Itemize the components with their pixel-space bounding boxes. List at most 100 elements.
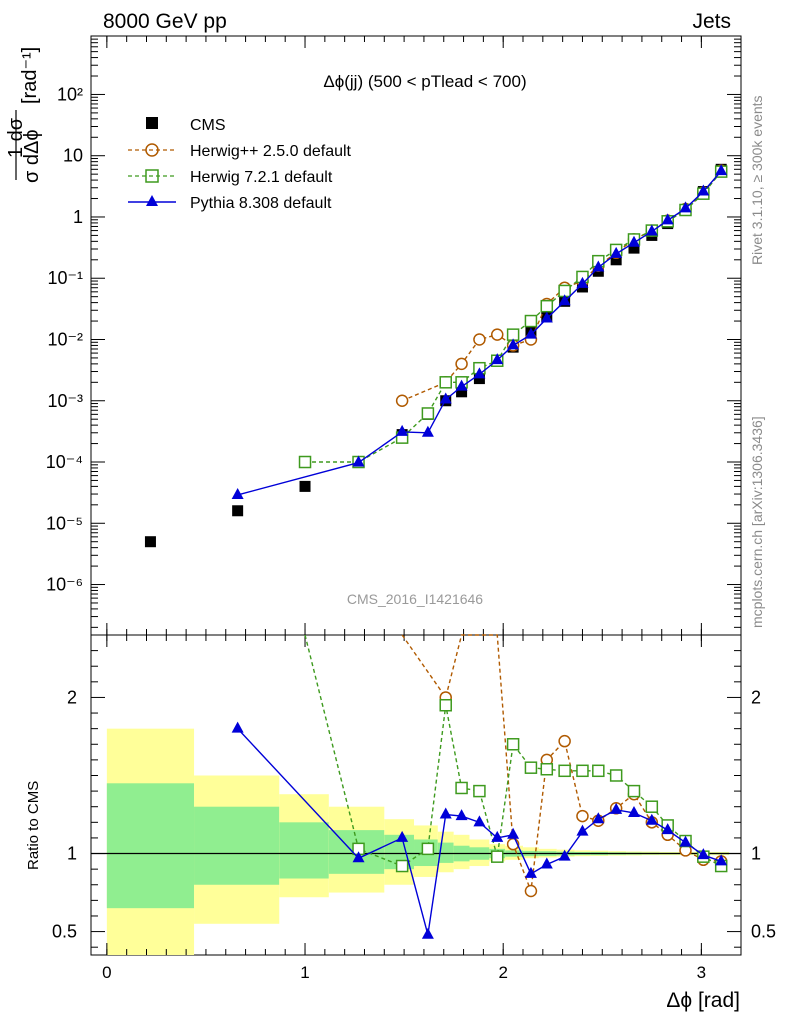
x-tick-label: 3 <box>697 963 706 982</box>
ylabel-denominator: σ dΔϕ <box>21 129 43 183</box>
ratio-point-herwig72 <box>576 764 589 778</box>
x-tick-label: 2 <box>498 963 507 982</box>
point-pythia <box>396 424 409 436</box>
point-herwig72 <box>540 299 554 313</box>
ratio-point-herwig72 <box>421 842 435 856</box>
ratio-point-herwig72 <box>473 784 486 798</box>
point-cms <box>299 480 311 492</box>
band-inner <box>194 806 280 885</box>
ratio-point-herwig72 <box>558 764 571 778</box>
legend-marker-cms <box>146 117 158 129</box>
header-right: Jets <box>692 10 731 33</box>
ratio-point-herwig72 <box>439 698 452 712</box>
ratio-point-herwig72 <box>506 738 520 751</box>
point-herwig25 <box>473 333 486 346</box>
ratio-point-pythia <box>421 927 434 939</box>
ratio-point-pythia <box>645 813 658 825</box>
ratio-point-pythia <box>455 809 468 821</box>
point-cms <box>628 242 640 254</box>
point-cms <box>456 386 468 398</box>
ratio-point-herwig72 <box>395 859 409 873</box>
y-tick-label-ratio-right: 2 <box>751 687 761 707</box>
point-herwig72 <box>421 407 435 420</box>
ratio-point-herwig72 <box>645 800 659 813</box>
x-tick-label: 0 <box>102 963 111 982</box>
y-axis-label-top: 1 dσ σ dΔϕ [rad⁻¹] <box>5 47 43 183</box>
ratio-point-pythia <box>352 851 365 863</box>
point-pythia <box>627 235 640 247</box>
point-pythia <box>592 260 605 272</box>
series-line-herwig72 <box>305 171 722 463</box>
x-axis-label: Δϕ [rad] <box>666 989 740 1012</box>
top-series <box>144 163 728 548</box>
point-pythia <box>455 379 468 391</box>
ratio-point-pythia <box>679 835 692 847</box>
point-herwig72 <box>298 455 312 469</box>
ratio-point-herwig72 <box>609 769 623 782</box>
point-cms <box>610 254 622 266</box>
y-tick-label-top: 10⁻² <box>47 329 83 349</box>
legend-marker-pythia <box>146 195 158 206</box>
y-tick-label-top: 10 <box>63 146 83 166</box>
point-herwig72 <box>524 314 538 328</box>
legend-label-herwig25: Herwig++ 2.5.0 default <box>190 143 352 160</box>
legend: CMS Herwig++ 2.5.0 default Herwig 7.2.1 … <box>128 117 352 212</box>
y-tick-label-ratio: 1 <box>67 844 77 864</box>
axes-ticks: 0 1 2 3 10⁻⁶ 10⁻⁵ 10⁻⁴ 10⁻³ 10⁻² 10⁻¹ 1 10 10² 0.5 0.5… <box>46 35 776 982</box>
ratio-point-pythia <box>576 824 589 836</box>
ratio-point-herwig72 <box>592 764 605 778</box>
point-pythia <box>507 338 520 350</box>
y-tick-label-top: 10⁻³ <box>47 391 83 411</box>
point-pythia <box>661 213 674 225</box>
point-pythia <box>558 294 571 306</box>
ratio-point-pythia <box>507 827 520 839</box>
y-axis-label-ratio: Ratio to CMS <box>25 781 42 870</box>
ratio-point-herwig25 <box>576 809 589 823</box>
point-pythia <box>231 487 244 499</box>
y-tick-label-ratio: 0.5 <box>52 922 77 942</box>
point-pythia <box>491 353 504 365</box>
point-pythia <box>576 276 589 288</box>
point-cms <box>144 536 156 548</box>
ratio-point-herwig72 <box>455 781 468 795</box>
point-herwig25 <box>491 328 504 341</box>
band-inner <box>437 842 454 863</box>
y-tick-label-ratio: 2 <box>67 687 77 707</box>
point-pythia <box>645 224 658 236</box>
ratio-point-pythia <box>610 802 623 814</box>
watermark: CMS_2016_I1421646 <box>347 591 483 607</box>
ratio-point-pythia <box>697 848 710 860</box>
legend-marker-herwig72 <box>145 169 159 183</box>
top-panel-frame <box>90 35 742 636</box>
y-tick-label-top: 10⁻⁴ <box>46 452 83 472</box>
header-left: 8000 GeV pp <box>103 10 227 33</box>
mcplots-label: mcplots.cern.ch [arXiv:1306.3436] <box>749 416 765 628</box>
point-herwig72 <box>439 376 452 389</box>
ratio-point-pythia <box>231 721 244 733</box>
point-pythia <box>697 184 710 196</box>
ratio-point-pythia <box>491 830 504 842</box>
legend-label-pythia: Pythia 8.308 default <box>190 195 332 212</box>
ratio-point-herwig25 <box>558 734 571 748</box>
point-pythia <box>524 327 537 339</box>
ratio-point-pythia <box>473 815 486 827</box>
point-pythia <box>540 311 553 323</box>
x-tick-label: 1 <box>300 963 309 982</box>
ratio-panel-frame <box>90 634 742 956</box>
ratio-point-pythia <box>715 854 728 866</box>
point-pythia <box>352 455 365 467</box>
y-tick-label-ratio-right: 0.5 <box>751 922 776 942</box>
point-pythia <box>473 367 486 379</box>
ratio-point-herwig72 <box>627 784 641 798</box>
ratio-point-pythia <box>558 849 571 861</box>
point-pythia <box>679 201 692 213</box>
y-tick-label-top: 1 <box>73 207 83 227</box>
point-cms <box>232 505 244 517</box>
legend-label-cms: CMS <box>190 117 226 134</box>
ratio-series <box>231 634 728 939</box>
legend-label-herwig72: Herwig 7.2.1 default <box>190 169 333 186</box>
point-pythia <box>715 164 728 176</box>
ratio-point-herwig25 <box>524 884 538 898</box>
ratio-point-herwig72 <box>491 850 504 863</box>
ratio-point-pythia <box>439 807 452 819</box>
